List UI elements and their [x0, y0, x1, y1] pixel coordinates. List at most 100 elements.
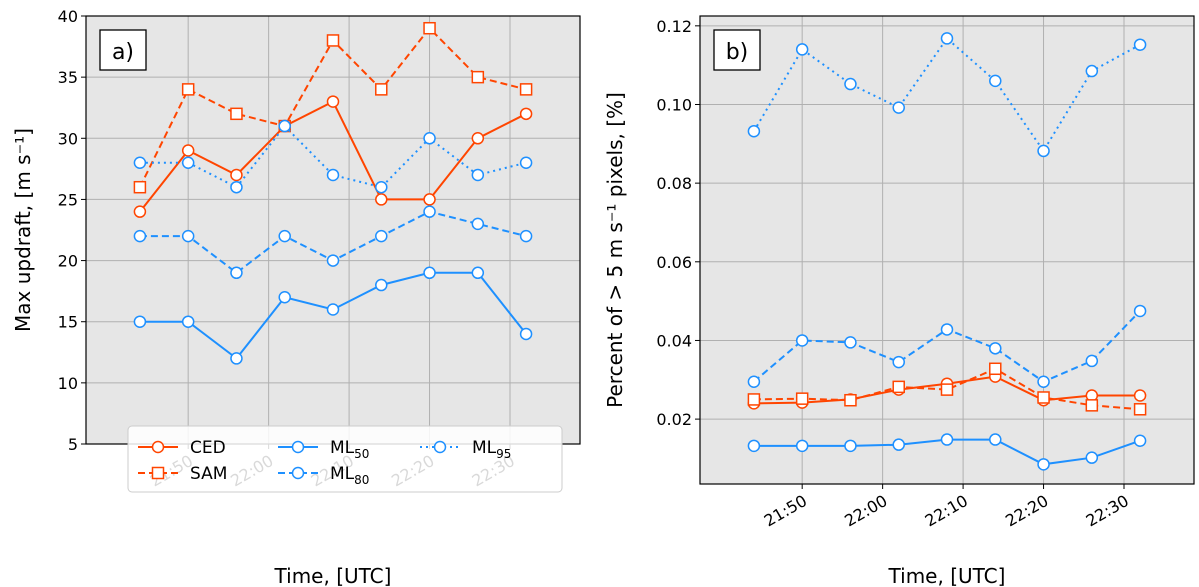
data-point-sam: [940, 383, 954, 396]
data-point-ml50: [747, 439, 761, 453]
data-point-sam: [1085, 399, 1099, 412]
plot-area: [700, 16, 1194, 484]
data-point-sam: [423, 21, 436, 35]
data-point-ml95: [1085, 64, 1099, 78]
series-line-sam: [753, 367, 1141, 411]
data-point-ced: [1133, 389, 1147, 402]
data-point-ml95: [844, 77, 857, 91]
data-point-ced: [423, 193, 436, 206]
data-point-ml95: [375, 180, 388, 194]
data-point-sam: [375, 83, 388, 96]
panel-label-box: [713, 29, 761, 71]
data-point-ced: [471, 132, 485, 145]
y-tick-label: 0.08: [656, 174, 692, 193]
y-axis-label: Percent of > 5 m s⁻¹ pixels, [%]: [603, 92, 627, 408]
panel-label: a): [112, 40, 134, 65]
y-axis-label: Max updraft, [m s⁻¹]: [11, 128, 35, 332]
data-point-sam: [230, 107, 243, 121]
legend-marker-sam: [151, 466, 165, 480]
data-point-sam: [519, 83, 533, 96]
series-line-ml95: [139, 124, 527, 189]
y-tick-label: 0.06: [656, 253, 692, 272]
x-axis-label: Time, [UTC]: [274, 564, 392, 587]
data-point-ml80: [133, 229, 147, 243]
data-point-ml50: [1133, 434, 1147, 447]
legend-label-ced: CED: [190, 438, 226, 458]
y-tick-label: 20: [58, 252, 78, 271]
data-point-ml50: [892, 438, 905, 451]
data-point-ml80: [278, 229, 291, 243]
data-point-sam: [1037, 391, 1050, 404]
x-tick-label: 21:50: [761, 491, 810, 531]
data-point-ml50: [519, 327, 533, 341]
legend-marker-ml80: [291, 466, 305, 480]
x-tick-label: 22:00: [841, 491, 890, 531]
data-point-ced: [375, 193, 388, 206]
data-point-ml50: [278, 291, 291, 304]
y-tick-label: 30: [58, 129, 78, 148]
panel-label-box: [99, 29, 147, 71]
y-tick-label: 40: [58, 7, 78, 26]
data-point-sam: [471, 70, 485, 84]
data-point-sam: [747, 393, 761, 406]
data-point-sam: [181, 83, 195, 96]
data-point-ml50: [940, 433, 954, 446]
y-tick-label: 5: [68, 435, 78, 454]
data-point-ml95: [471, 168, 485, 182]
data-point-ml50: [423, 266, 436, 280]
data-point-ml80: [471, 217, 485, 231]
data-point-ml95: [278, 119, 291, 133]
chart-panel-b: 0.02 0.04 0.06 0.08 0.10 0.12 21:50 22:00 22:10 2…: [603, 15, 1195, 587]
data-point-ml95: [181, 156, 195, 169]
data-point-sam: [326, 34, 340, 47]
data-point-sam: [133, 180, 147, 194]
data-point-ml80: [519, 229, 533, 243]
data-point-ml95: [747, 124, 761, 138]
legend-marker-ml95: [433, 440, 447, 454]
plot-frame: [699, 15, 1195, 485]
data-point-ml80: [1085, 354, 1099, 368]
x-tick-label: 22:20: [1002, 491, 1051, 531]
data-point-ml95: [940, 32, 954, 45]
data-point-ml95: [795, 43, 809, 56]
data-point-ml95: [1133, 38, 1147, 51]
x-tick-label: 22:10: [922, 491, 971, 531]
data-point-ml50: [471, 266, 485, 280]
data-point-ml80: [423, 205, 436, 218]
data-point-ml95: [326, 168, 340, 182]
y-tick-label: 25: [58, 190, 78, 209]
data-point-ml80: [989, 342, 1002, 355]
legend-label-sam: SAM: [190, 464, 227, 484]
data-point-ced: [181, 144, 195, 157]
data-point-ml80: [326, 254, 340, 267]
data-point-ml80: [230, 266, 243, 280]
data-point-sam: [989, 362, 1002, 376]
data-point-ml50: [230, 352, 243, 365]
data-point-ml50: [1037, 458, 1050, 471]
y-tick-label: 0.04: [656, 331, 692, 350]
data-point-sam: [1133, 403, 1147, 416]
series-line-ml95: [753, 36, 1141, 153]
data-point-ml80: [1037, 375, 1050, 388]
data-point-ml50: [181, 315, 195, 328]
data-point-ml50: [375, 278, 388, 292]
data-point-sam: [892, 380, 905, 394]
legend-marker-ced: [151, 440, 165, 454]
data-point-ml95: [892, 101, 905, 114]
data-point-ml80: [940, 323, 954, 336]
data-point-ml80: [1133, 304, 1147, 318]
data-point-ced: [519, 107, 533, 121]
data-point-ml50: [133, 315, 147, 328]
x-axis-label: Time, [UTC]: [888, 564, 1006, 587]
data-point-ml95: [133, 156, 147, 169]
data-point-ced: [133, 205, 147, 218]
data-point-ml50: [844, 439, 857, 453]
y-tick-label: 0.02: [656, 410, 692, 429]
data-point-ml80: [375, 229, 388, 243]
data-point-ml80: [181, 229, 195, 243]
chart-panel-a: 51015202530354021:5022:0022:1022:2022:30…: [11, 7, 581, 587]
y-tick-label: 10: [58, 374, 78, 393]
y-tick-label: 15: [58, 313, 78, 332]
plot-area: [86, 16, 580, 444]
